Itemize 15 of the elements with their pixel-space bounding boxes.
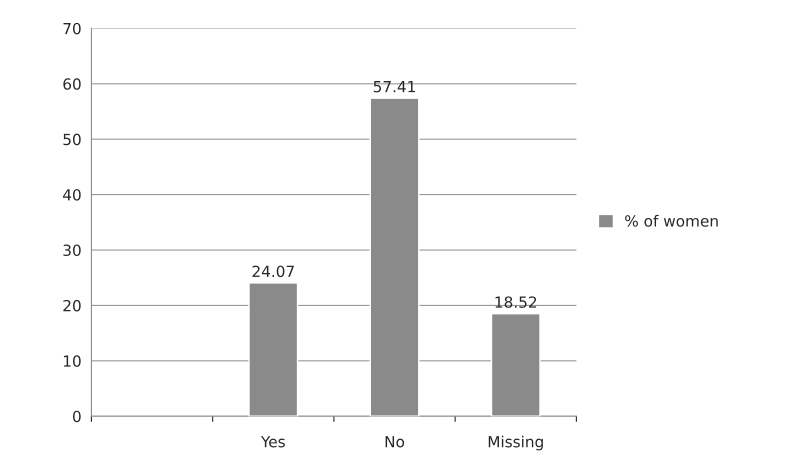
data-label: 57.41 — [374, 81, 415, 92]
x-tick-label: Yes — [260, 436, 285, 448]
y-tick-label: 50 — [63, 134, 81, 146]
y-tick-label: 10 — [64, 355, 81, 367]
y-tick-label: 0 — [72, 410, 81, 422]
x-tick-label: No — [386, 436, 404, 448]
legend-label: % of women — [625, 214, 718, 227]
y-tick-label: 20 — [63, 300, 81, 312]
y-tick-label: 70 — [64, 22, 81, 34]
y-tick-label: 40 — [63, 189, 81, 201]
data-label: 24.07 — [252, 266, 294, 278]
y-tick-label: 30 — [63, 244, 81, 256]
data-label: 18.52 — [496, 296, 536, 308]
y-tick-label: 60 — [63, 78, 81, 90]
x-tick-label: Missing — [488, 436, 543, 450]
